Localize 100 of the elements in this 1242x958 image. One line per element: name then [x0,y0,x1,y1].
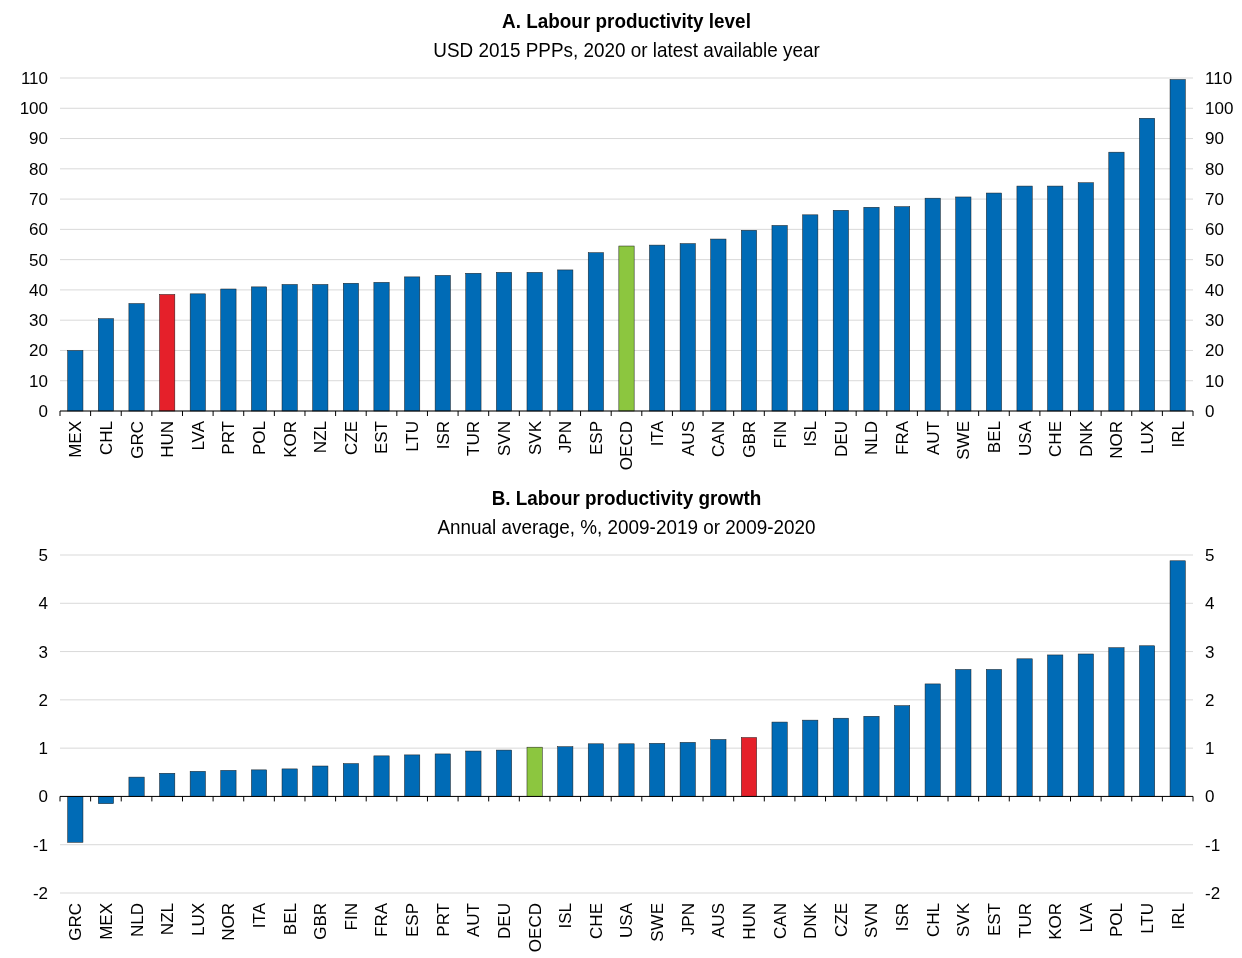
chart-subtitle: USD 2015 PPPs, 2020 or latest available year [433,38,821,62]
bar [771,225,788,412]
x-tick-label: EST [372,421,392,455]
x-tick-label: NZL [311,421,331,454]
x-tick-label: CHL [923,903,943,938]
x-tick-label: SVK [954,902,974,938]
x-tick-label: JPN [556,421,576,454]
bar [128,303,145,412]
y2-tick-label: -2 [1205,883,1221,903]
x-tick-label: CHL [96,421,116,456]
y-tick-label: 110 [20,68,48,88]
bar [1077,653,1094,797]
bar [832,717,849,797]
y2-tick-label: 5 [1205,545,1215,565]
bar [434,753,451,797]
y2-tick-label: -1 [1205,835,1221,855]
x-tick-label: KOR [280,421,300,458]
bar [526,272,543,412]
bar [128,776,145,797]
x-tick-label: KOR [1046,903,1066,940]
bar [1139,118,1155,412]
y-tick-label: 30 [29,311,48,331]
y2-tick-label: 0 [1205,787,1215,807]
x-tick-label: ISR [433,421,453,450]
bar [220,288,237,412]
y-tick-label: 2 [38,690,48,710]
y-tick-label: -2 [32,883,48,903]
x-tick-label: CHE [586,903,606,939]
y-tick-label: 70 [29,190,48,210]
y-tick-label: 4 [38,594,48,614]
bar [281,284,298,412]
x-tick-label: GBR [311,903,331,940]
x-tick-label: MEX [96,903,116,940]
bar [1077,182,1094,412]
bar [159,773,176,797]
x-tick-label: ISR [893,903,913,932]
bar [955,669,972,797]
x-tick-label: TUR [464,421,484,456]
x-tick-label: PRT [433,903,453,937]
bar [434,275,451,412]
x-tick-label: ITA [249,902,269,929]
bar [649,743,666,797]
bar [312,765,329,797]
x-tick-label: ITA [648,420,668,447]
x-tick-label: GRC [66,903,86,941]
bar [679,742,696,797]
x-tick-label: NLD [127,903,147,938]
x-tick-label: POL [249,421,269,456]
x-tick-label: FIN [341,903,361,931]
bar [587,252,604,412]
x-tick-label: SVN [862,903,882,938]
bar [618,743,635,797]
y2-tick-label: 110 [1205,68,1233,88]
bar [373,282,390,412]
bar [1108,151,1125,412]
bar [863,716,880,797]
x-tick-label: IRL [1168,903,1188,930]
bar [649,244,666,412]
x-tick-label: FRA [893,420,913,455]
bar [832,210,849,412]
bar [710,238,727,412]
bar [465,273,482,412]
x-tick-label: CAN [770,903,790,939]
bar [924,197,941,412]
bar [251,769,267,797]
bar [1108,647,1125,797]
bar [894,705,910,797]
bar [312,284,329,412]
y-tick-label: 3 [38,642,48,662]
x-tick-label: DNK [1076,420,1096,457]
x-tick-label: AUT [923,421,943,455]
y2-tick-label: 70 [1205,190,1224,210]
bar [802,214,819,412]
bar [465,750,482,797]
bar [741,737,757,797]
bar [986,192,1002,412]
x-tick-label: GRC [127,421,147,459]
x-tick-label: AUS [678,421,698,456]
x-tick-label: DEU [831,421,851,457]
x-tick-label: DEU [494,903,514,939]
bar [496,272,512,412]
bar [771,721,788,797]
x-tick-label: SWE [648,903,668,942]
bar [159,294,176,412]
y2-tick-label: 60 [1205,220,1224,240]
x-tick-label: BEL [280,903,300,936]
x-tick-label: BEL [984,421,1004,454]
bar [67,350,84,412]
chart-title: A. Labour productivity level [502,9,751,33]
x-tick-label: MEX [66,421,86,458]
y2-tick-label: 100 [1205,99,1234,119]
x-tick-label: SVK [525,420,545,456]
y-tick-label: 20 [29,341,48,361]
x-tick-label: PRT [219,421,239,455]
bar [986,669,1002,797]
x-tick-label: CAN [709,421,729,457]
x-tick-label: CHE [1046,421,1066,457]
x-tick-label: FRA [372,902,392,937]
x-tick-label: LUX [188,903,208,937]
bar [894,206,910,412]
